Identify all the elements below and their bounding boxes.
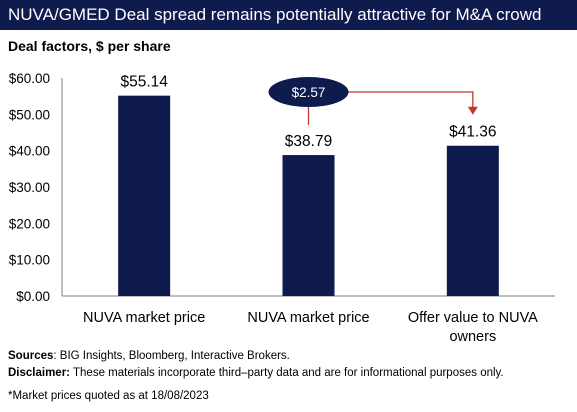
disclaimer-text: These materials incorporate third–party …	[70, 367, 504, 379]
x-tick-label: NUVA market price	[247, 310, 369, 326]
disclaimer-label: Disclaimer:	[8, 367, 71, 379]
sources-label: Sources	[8, 350, 54, 362]
annotation-arrowhead	[467, 106, 478, 115]
sources-line: Sources: BIG Insights, Bloomberg, Intera…	[8, 350, 290, 362]
data-label: $41.36	[449, 124, 496, 141]
chart-title: NUVA/GMED Deal spread remains potentiall…	[0, 0, 577, 30]
annotation-arrow-line	[346, 91, 474, 108]
y-tick-label: $10.00	[9, 253, 50, 268]
x-tick-label: Offer value to NUVA	[408, 310, 538, 326]
y-tick-label: $40.00	[9, 144, 50, 159]
spread-callout	[268, 77, 349, 107]
market-price-note: *Market prices quoted as at 18/08/2023	[8, 390, 209, 402]
x-tick-label: NUVA market price	[83, 310, 205, 326]
chart-subtitle: Deal factors, $ per share	[8, 38, 171, 54]
y-tick-label: $30.00	[9, 180, 50, 195]
y-tick-label: $20.00	[9, 216, 50, 231]
bar-chart: $0.00 $10.00 $20.00 $30.00 $40.00 $50.00 $60.0…	[9, 71, 555, 345]
bar	[118, 95, 171, 296]
data-label: $38.79	[285, 133, 332, 150]
sources-text: : BIG Insights, Bloomberg, Interactive B…	[53, 350, 290, 362]
x-tick-label: owners	[449, 329, 496, 345]
y-tick-label: $50.00	[9, 107, 50, 122]
y-tick-label: $60.00	[9, 71, 50, 86]
y-tick-label: $0.00	[16, 289, 50, 304]
disclaimer-line: Disclaimer: These materials incorporate …	[8, 367, 504, 379]
bar	[446, 145, 499, 296]
bar	[282, 155, 335, 296]
data-label: $55.14	[120, 74, 168, 91]
spread-callout-label: $2.57	[292, 85, 326, 100]
